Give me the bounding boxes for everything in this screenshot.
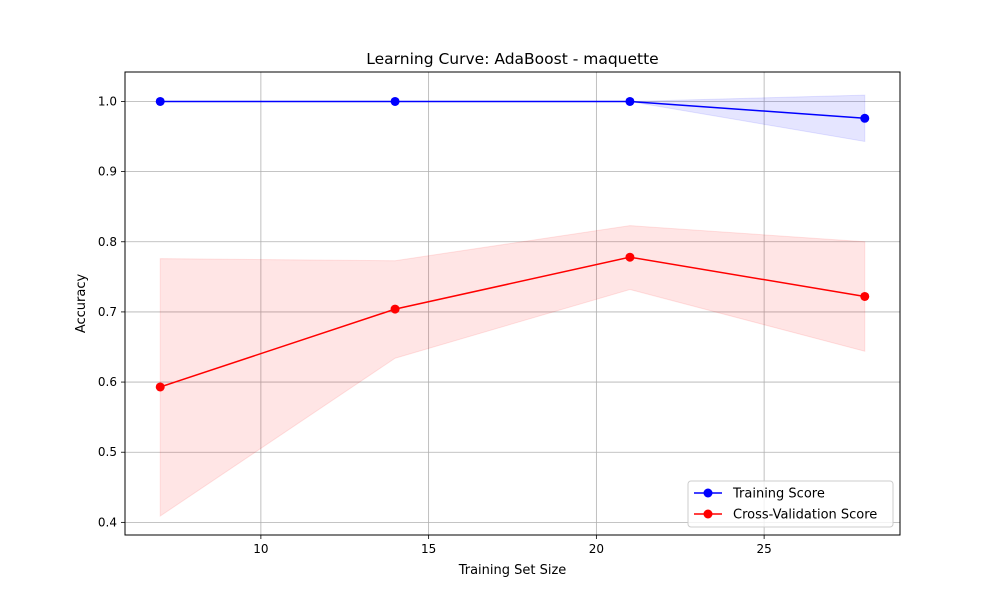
cross-validation-score-point — [860, 291, 870, 301]
y-tick-label: 1.0 — [98, 94, 117, 108]
cross-validation-score-point — [155, 382, 165, 392]
axis-ticks: 10 15 20 25 0.4 0.5 0.6 0.7 0.8 0.9 1.0 — [98, 94, 772, 556]
x-tick-label: 15 — [421, 542, 436, 556]
training-score-point — [155, 96, 165, 106]
training-score-point — [390, 96, 400, 106]
x-tick-label: 10 — [253, 542, 268, 556]
training-score-line — [160, 100, 865, 120]
cross-validation-score-line — [159, 256, 865, 388]
y-tick-label: 0.9 — [98, 165, 117, 179]
y-axis-label: Accuracy — [74, 274, 89, 334]
y-tick-label: 0.4 — [98, 515, 117, 529]
series-markers — [155, 96, 870, 392]
legend: Training Score Cross-Validation Score — [687, 480, 894, 528]
legend-marker-cross-validation — [703, 509, 713, 519]
training-score-point — [625, 96, 635, 106]
y-tick-label: 0.6 — [98, 375, 117, 389]
legend-label-cross-validation: Cross-Validation Score — [733, 508, 877, 523]
legend-label-training: Training Score — [732, 487, 825, 502]
y-tick-label: 0.8 — [98, 235, 117, 249]
chart-title: Learning Curve: AdaBoost - maquette — [366, 50, 658, 68]
y-tick-label: 0.7 — [98, 305, 117, 319]
cross-validation-score-point — [390, 304, 400, 314]
y-tick-label: 0.5 — [98, 445, 117, 459]
plot-frame — [124, 71, 901, 536]
cross-validation-score-point — [625, 252, 635, 262]
series-lines — [159, 100, 865, 388]
legend-marker-training — [703, 488, 713, 498]
x-axis-label: Training Set Size — [458, 563, 567, 578]
x-tick-label: 25 — [756, 542, 771, 556]
cross-validation-score-band — [159, 225, 866, 517]
x-tick-label: 20 — [589, 542, 604, 556]
training-score-point — [860, 113, 870, 123]
legend-box — [687, 480, 894, 528]
